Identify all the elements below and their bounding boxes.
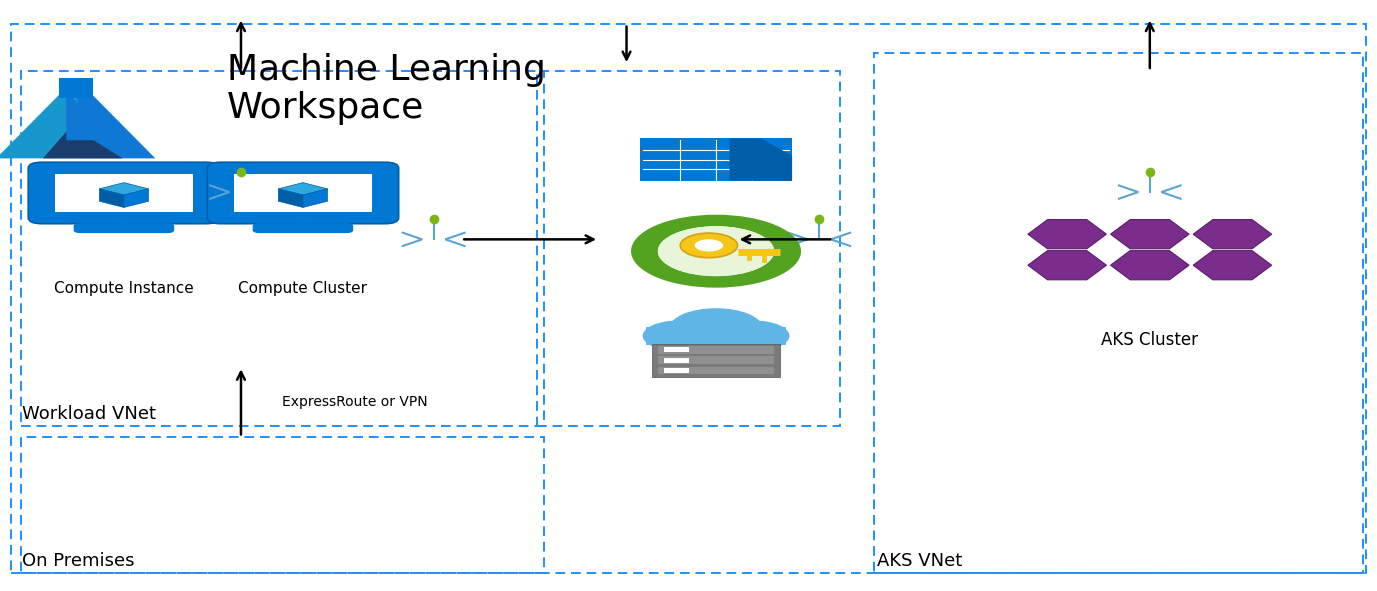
Polygon shape — [99, 189, 124, 207]
FancyBboxPatch shape — [207, 162, 399, 223]
Polygon shape — [730, 138, 792, 181]
Polygon shape — [76, 78, 156, 158]
Circle shape — [680, 233, 738, 258]
FancyBboxPatch shape — [646, 327, 786, 345]
Circle shape — [717, 320, 789, 351]
FancyBboxPatch shape — [28, 162, 220, 223]
Circle shape — [669, 309, 763, 348]
FancyBboxPatch shape — [664, 368, 690, 373]
Circle shape — [658, 226, 774, 276]
FancyBboxPatch shape — [651, 343, 781, 378]
Bar — [21, 71, 544, 426]
Bar — [874, 53, 1363, 573]
Circle shape — [658, 226, 774, 276]
FancyBboxPatch shape — [658, 366, 774, 374]
Text: Workload VNet: Workload VNet — [22, 405, 156, 423]
Text: On Premises: On Premises — [22, 553, 135, 570]
Text: AKS Cluster: AKS Cluster — [1102, 331, 1198, 349]
Polygon shape — [66, 92, 118, 140]
Text: Compute Instance: Compute Instance — [54, 281, 194, 296]
Circle shape — [694, 239, 723, 252]
Circle shape — [643, 320, 715, 351]
FancyBboxPatch shape — [253, 223, 353, 233]
Polygon shape — [278, 183, 328, 195]
Polygon shape — [278, 189, 303, 207]
Polygon shape — [43, 126, 123, 158]
FancyBboxPatch shape — [664, 358, 690, 363]
Polygon shape — [303, 189, 328, 207]
FancyBboxPatch shape — [73, 223, 174, 233]
Polygon shape — [0, 78, 80, 158]
FancyBboxPatch shape — [640, 138, 792, 181]
Polygon shape — [124, 189, 149, 207]
Bar — [21, 437, 544, 573]
Circle shape — [631, 215, 801, 288]
Bar — [537, 71, 840, 426]
FancyBboxPatch shape — [59, 78, 92, 98]
Text: AKS VNet: AKS VNet — [877, 553, 963, 570]
FancyBboxPatch shape — [234, 174, 372, 212]
FancyBboxPatch shape — [658, 346, 774, 353]
FancyBboxPatch shape — [664, 348, 690, 352]
Text: Compute Cluster: Compute Cluster — [238, 281, 368, 296]
Polygon shape — [99, 183, 149, 195]
Text: Machine Learning
Workspace: Machine Learning Workspace — [227, 53, 547, 125]
FancyBboxPatch shape — [55, 174, 193, 212]
Text: ExpressRoute or VPN: ExpressRoute or VPN — [282, 395, 428, 409]
FancyBboxPatch shape — [658, 356, 774, 364]
